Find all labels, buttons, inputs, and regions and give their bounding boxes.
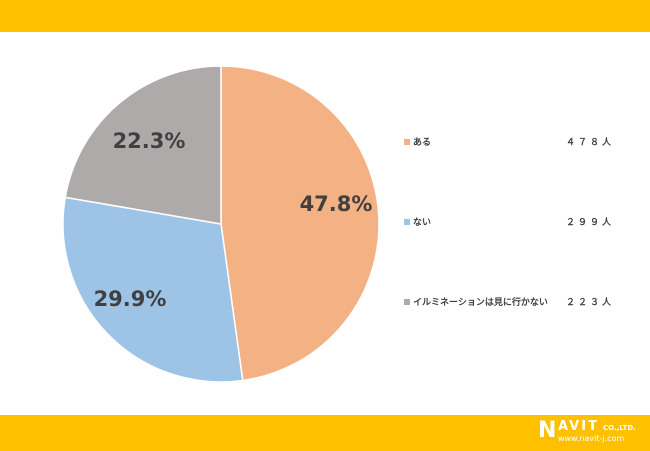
legend-swatch [404,218,410,225]
legend-label: イルミネーションは見に行かない [413,298,548,308]
pie-slice [64,65,222,225]
logo-url: www.navit-j.com [558,434,625,443]
legend-item: イルミネーションは見に行かない ２２３人 [404,295,614,308]
bottom-banner [0,415,650,451]
legend-label: ある [413,138,432,148]
legend-swatch [404,298,410,305]
legend-item: ある ４７８人 [404,135,614,148]
legend-count: ２９９人 [565,218,614,228]
logo-suffix: CO.,LTD. [603,424,636,432]
data-label: 22.3% [113,129,186,153]
legend-swatch [404,138,410,145]
pie-slice [220,65,380,382]
top-banner [0,0,650,32]
pie-slice [62,196,244,383]
legend-count: ２２３人 [565,298,614,308]
data-label: 29.9% [94,287,167,311]
data-label: 47.8% [300,192,373,216]
legend-count: ４７８人 [565,138,614,148]
legend-label: ない [413,218,432,228]
legend-item: ない ２９９人 [404,215,614,228]
